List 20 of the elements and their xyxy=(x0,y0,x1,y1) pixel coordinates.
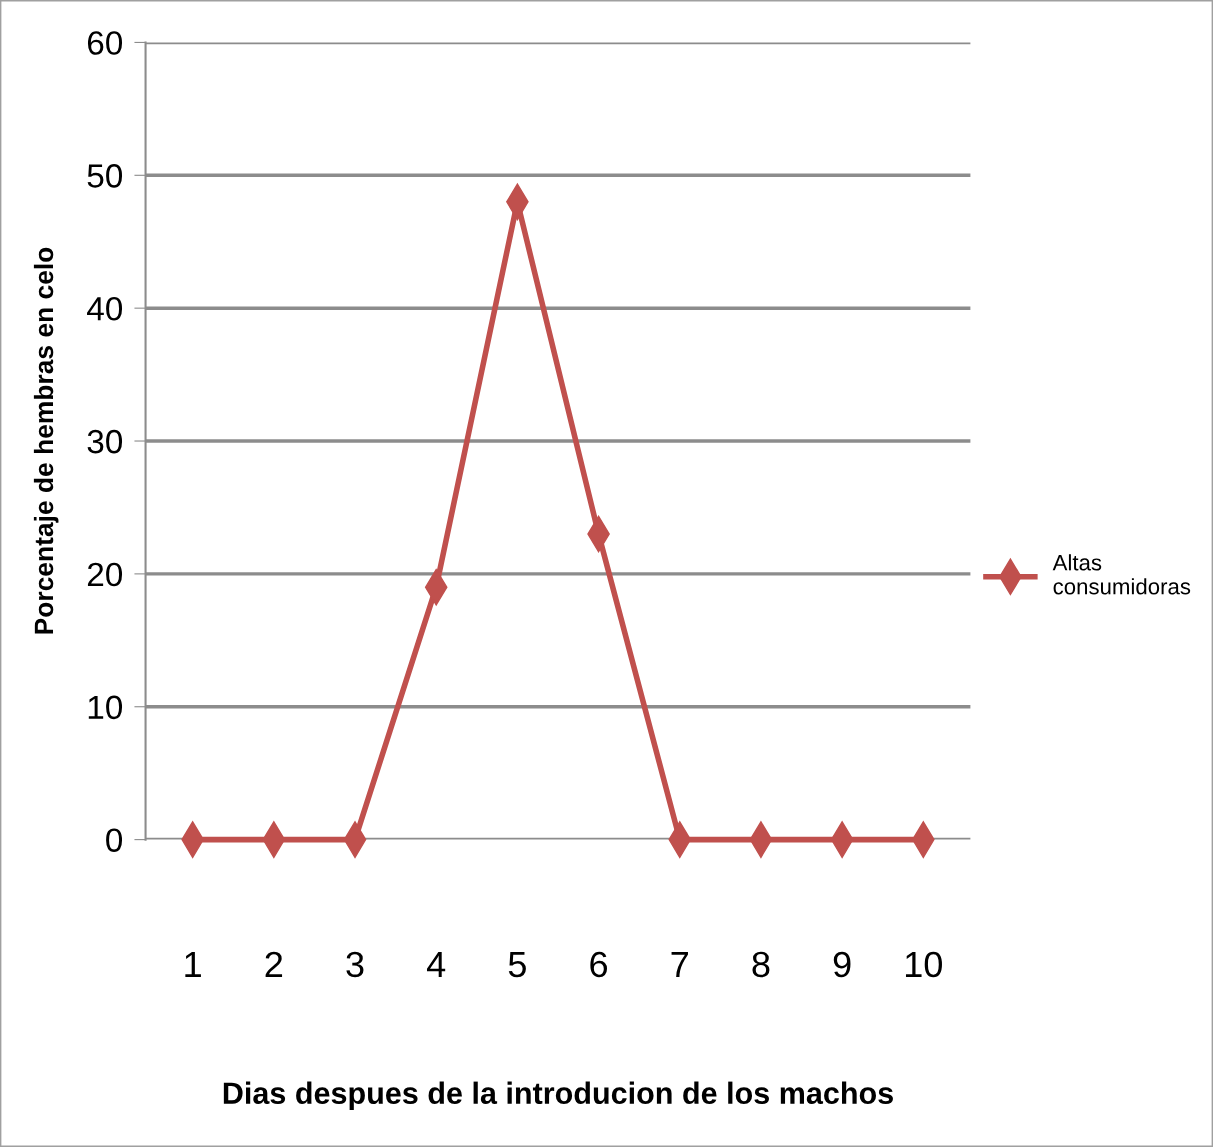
x-tick-label: 10 xyxy=(905,951,942,978)
y-tick-label: 10 xyxy=(88,695,123,720)
x-tick-label: 1 xyxy=(185,952,201,977)
x-tick-label: 4 xyxy=(426,952,446,977)
y-tick-label: 20 xyxy=(87,562,123,587)
x-tick-label: 7 xyxy=(671,952,688,977)
y-tick-label: 40 xyxy=(87,296,123,321)
y-tick-label: 60 xyxy=(87,31,123,55)
y-tick-label: 50 xyxy=(87,164,123,188)
x-axis-title: Dias despues de la introducion de los machos xyxy=(223,1081,893,1111)
x-tick-label: 3 xyxy=(346,951,364,978)
x-tick-label: 9 xyxy=(833,951,851,978)
y-axis-title: Porcentaje de hembras en celo xyxy=(33,247,59,634)
x-tick-label: 2 xyxy=(265,951,283,977)
y-tick-label: 0 xyxy=(106,828,123,853)
x-tick-label: 6 xyxy=(590,951,608,978)
y-tick-label: 30 xyxy=(87,429,123,454)
x-tick-label: 5 xyxy=(508,952,526,978)
x-tick-label: 8 xyxy=(752,951,770,978)
legend-label: Altas consumidoras xyxy=(1052,554,1191,595)
